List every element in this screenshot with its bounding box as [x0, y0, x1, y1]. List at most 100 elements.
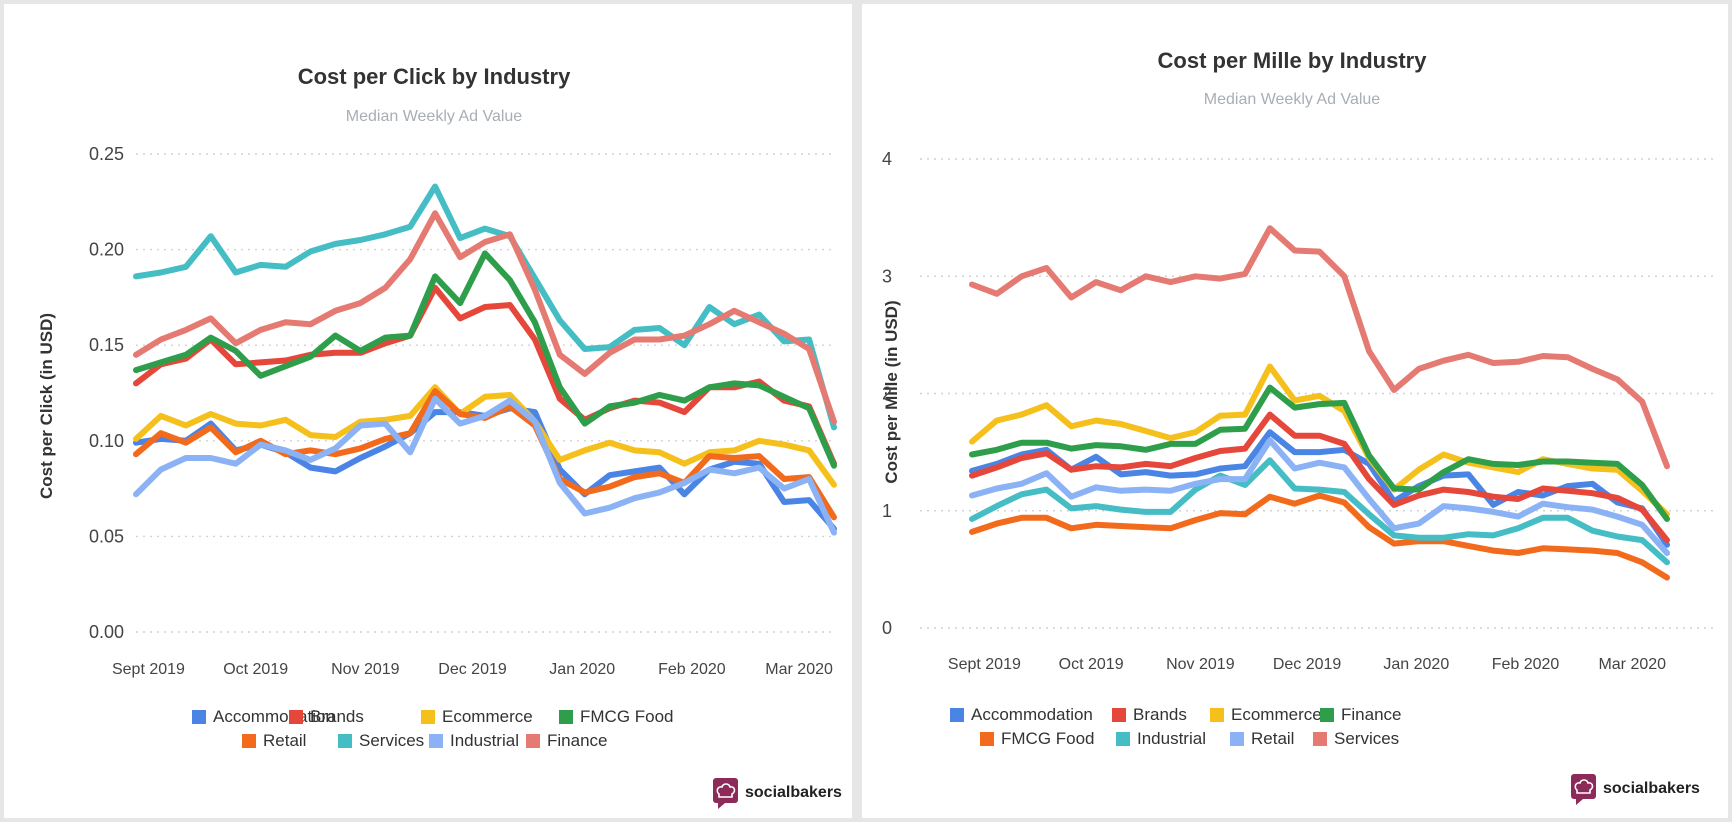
series-line [969, 384, 1670, 522]
legend-label: Finance [1341, 705, 1401, 724]
chart-title: Cost per Click by Industry [298, 64, 571, 89]
chart-title: Cost per Mille by Industry [1158, 48, 1428, 73]
legend-item: Accommodation [192, 707, 335, 726]
x-tick-label: Feb 2020 [658, 661, 726, 678]
brand-name: socialbakers [1603, 780, 1700, 797]
series-line [133, 395, 837, 536]
brand-mark: socialbakers [713, 778, 842, 809]
legend-swatch [1320, 708, 1334, 722]
legend: Accommodation Brands Ecommerce Finance FMCG … [950, 705, 1401, 748]
y-tick-label: 0.25 [89, 144, 124, 164]
legend-label: Retail [263, 731, 306, 750]
series-lines [969, 225, 1670, 581]
x-tick-label: Oct 2019 [223, 661, 288, 678]
legend-label: Services [359, 731, 424, 750]
series-line [969, 429, 1670, 548]
legend-item: Retail [242, 731, 306, 750]
x-tick-label: Dec 2019 [438, 661, 507, 678]
legend-swatch [242, 734, 256, 748]
y-axis-label: Cost per Click (in USD) [37, 313, 56, 499]
legend-item: Industrial [429, 731, 519, 750]
x-tick-label: Sept 2019 [112, 661, 185, 678]
series-line [969, 492, 1670, 581]
legend-swatch [192, 710, 206, 724]
legend-item: Ecommerce [421, 707, 533, 726]
chef-hat-icon [1574, 779, 1594, 794]
legend-swatch [559, 710, 573, 724]
y-tick-label: 0.00 [89, 622, 124, 642]
chart-panel-cpm: Cost per Mille by Industry Median Weekly… [862, 4, 1728, 818]
x-tick-label: Oct 2019 [1059, 656, 1124, 673]
legend-label: Services [1334, 729, 1399, 748]
legend-swatch [1210, 708, 1224, 722]
y-tick-label: 0.15 [89, 335, 124, 355]
grid [136, 153, 834, 633]
legend-item: Finance [1320, 705, 1401, 724]
x-tick-label: Jan 2020 [1383, 656, 1449, 673]
x-tick-label: Nov 2019 [331, 661, 400, 678]
series-line [133, 250, 837, 469]
y-tick-label: 0 [882, 618, 892, 638]
legend-swatch [526, 734, 540, 748]
legend-swatch [950, 708, 964, 722]
legend-swatch [429, 734, 443, 748]
x-tick-label: Mar 2020 [1598, 656, 1666, 673]
legend-item: Retail [1230, 729, 1294, 748]
chef-hat-icon [716, 783, 736, 798]
legend-swatch [1313, 732, 1327, 746]
x-tick-label: Dec 2019 [1273, 656, 1342, 673]
series-line [969, 411, 1670, 544]
series-line [133, 384, 837, 488]
legend-item: Accommodation [950, 705, 1093, 724]
legend-swatch [1230, 732, 1244, 746]
series-lines [133, 183, 837, 536]
x-tick-label: Sept 2019 [948, 656, 1021, 673]
y-tick-label: 2 [882, 384, 892, 404]
legend-item: Ecommerce [1210, 705, 1322, 724]
series-line [133, 210, 837, 425]
brand-mark: socialbakers [1571, 774, 1700, 805]
legend-item: Brands [289, 707, 364, 726]
legend-swatch [338, 734, 352, 748]
cpc-chart: Cost per Click by Industry Median Weekly… [37, 64, 842, 809]
legend-label: Industrial [450, 731, 519, 750]
legend-item: Services [338, 731, 424, 750]
legend-item: Industrial [1116, 729, 1206, 748]
brand-name: socialbakers [745, 784, 842, 801]
y-axis-label: Cost per Mille (in USD) [882, 300, 901, 483]
legend-swatch [980, 732, 994, 746]
series-line [969, 437, 1670, 556]
legend-item: FMCG Food [980, 729, 1095, 748]
legend-item: Brands [1112, 705, 1187, 724]
y-tick-label: 1 [882, 501, 892, 521]
logo-tail [1576, 799, 1583, 805]
x-tick-label: Mar 2020 [765, 661, 833, 678]
legend-label: Retail [1251, 729, 1294, 748]
legend-label: Brands [1133, 705, 1187, 724]
series-line [133, 183, 837, 431]
legend-label: FMCG Food [1001, 729, 1095, 748]
legend-item: Services [1313, 729, 1399, 748]
legend-item: FMCG Food [559, 707, 674, 726]
legend-label: Industrial [1137, 729, 1206, 748]
series-line [969, 225, 1670, 470]
cpm-chart: Cost per Mille by Industry Median Weekly… [882, 48, 1717, 805]
series-line [969, 457, 1670, 566]
y-tick-label: 0.20 [89, 240, 124, 260]
y-tick-label: 4 [882, 149, 892, 169]
legend-swatch [1112, 708, 1126, 722]
x-tick-label: Feb 2020 [1492, 656, 1560, 673]
y-tick-label: 0.10 [89, 431, 124, 451]
x-tick-label: Jan 2020 [549, 661, 615, 678]
legend-item: Finance [526, 731, 607, 750]
legend-label: Accommodation [971, 705, 1093, 724]
legend-swatch [289, 710, 303, 724]
legend-label: Ecommerce [442, 707, 533, 726]
chart-subtitle: Median Weekly Ad Value [1204, 91, 1381, 108]
chart-subtitle: Median Weekly Ad Value [346, 108, 523, 125]
series-line [133, 388, 837, 521]
legend-label: Finance [547, 731, 607, 750]
legend-label: Brands [310, 707, 364, 726]
y-tick-label: 3 [882, 266, 892, 286]
chart-panel-cpc: Cost per Click by Industry Median Weekly… [4, 4, 852, 818]
